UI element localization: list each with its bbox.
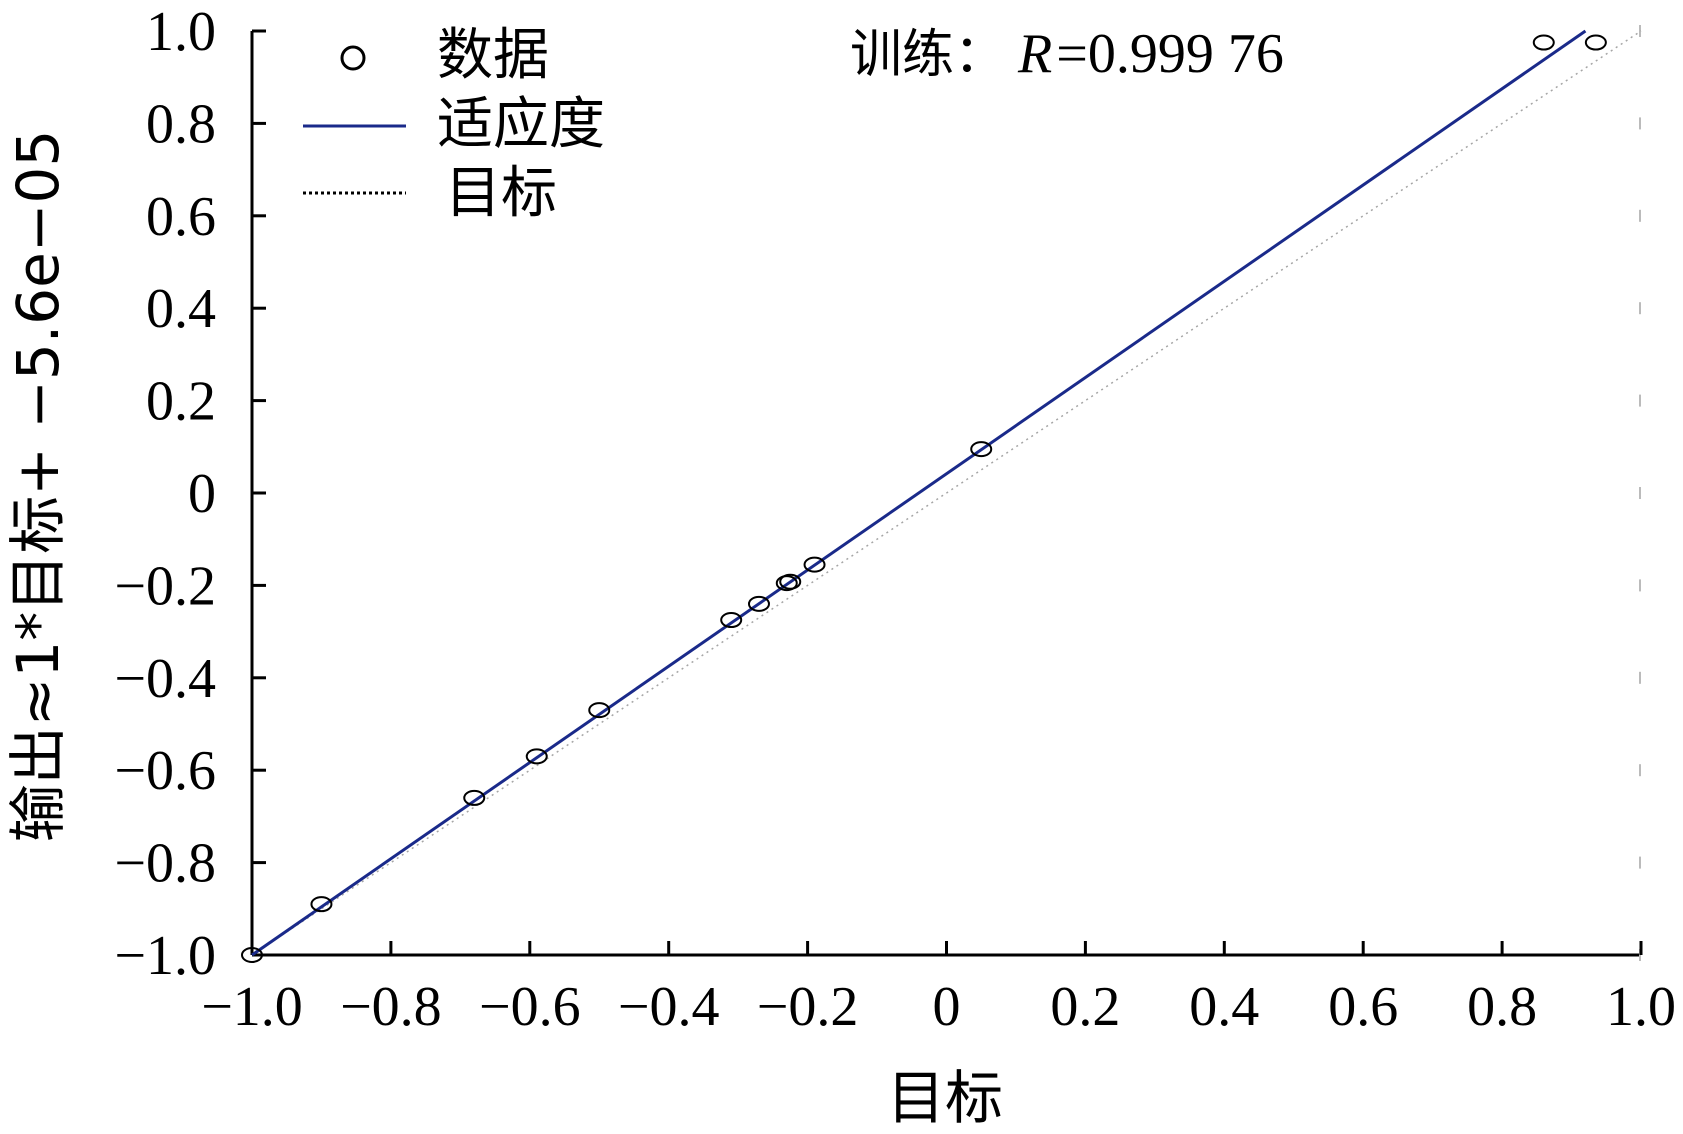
data-point: [588, 702, 611, 719]
y-tick-label: 0.6: [146, 186, 216, 248]
data-point: [1584, 34, 1607, 51]
data-point: [525, 748, 548, 765]
x-tick-label: −0.2: [757, 976, 859, 1038]
fit-line: [251, 29, 1587, 957]
plot-area: [241, 29, 1642, 963]
data-point: [803, 556, 826, 573]
r-annotation: 训练： R =0.999 76: [850, 23, 1284, 85]
y-tick-label: 0.8: [146, 93, 216, 155]
data-point: [779, 573, 802, 590]
legend-target-label: 目标: [445, 161, 557, 226]
r-annotation-prefix: 训练：: [850, 25, 1006, 85]
y-tick-label: −0.8: [114, 833, 216, 895]
y-axis-ticks: 1.0 0.8 0.6 0.4 0.2 0 −0.2 −0.4 −0.6 −0.8 −1.0: [114, 1, 266, 987]
x-tick-label: −0.4: [618, 976, 720, 1038]
x-tick-label: 1.0: [1606, 976, 1676, 1038]
x-tick-label: 0.6: [1328, 976, 1398, 1038]
data-point: [1532, 34, 1555, 51]
data-point: [463, 789, 486, 806]
data-point: [747, 595, 770, 612]
x-axis-title: 目标: [887, 1064, 1003, 1132]
y-tick-label: 0.4: [146, 278, 216, 340]
legend-data-label: 数据: [437, 23, 549, 88]
x-tick-label: −0.8: [340, 976, 442, 1038]
y-tick-label: 0.2: [146, 371, 216, 433]
data-point: [720, 612, 743, 629]
data-point: [241, 947, 263, 963]
data-point: [310, 896, 333, 913]
x-tick-label: 0: [933, 976, 961, 1038]
target-line: [251, 30, 1642, 956]
y-tick-label: −0.6: [114, 740, 216, 802]
y-tick-label: −0.4: [114, 648, 216, 710]
y-tick-label: −0.2: [114, 555, 216, 617]
legend: 数据 适应度 目标: [303, 23, 605, 226]
y-axis-title: 输出≈1*目标+ −5.6e−05: [4, 130, 72, 842]
legend-fit-label: 适应度: [437, 92, 605, 157]
x-tick-label: −0.6: [479, 976, 581, 1038]
x-tick-label: −1.0: [201, 976, 303, 1038]
x-tick-label: 0.2: [1050, 976, 1120, 1038]
data-point: [970, 441, 993, 458]
x-tick-label: 0.4: [1189, 976, 1259, 1038]
x-tick-label: 0.8: [1467, 976, 1537, 1038]
r-annotation-value: =0.999 76: [1056, 23, 1284, 85]
x-axis-ticks: −1.0 −0.8 −0.6 −0.4 −0.2 0 0.2 0.4 0.6 0.8 1.0: [201, 941, 1676, 1038]
y-tick-label: 0: [188, 463, 216, 525]
y-tick-label: −1.0: [114, 925, 216, 987]
legend-data-marker: [340, 45, 366, 71]
r-annotation-var: R: [1017, 23, 1052, 85]
y-tick-label: 1.0: [146, 1, 216, 63]
